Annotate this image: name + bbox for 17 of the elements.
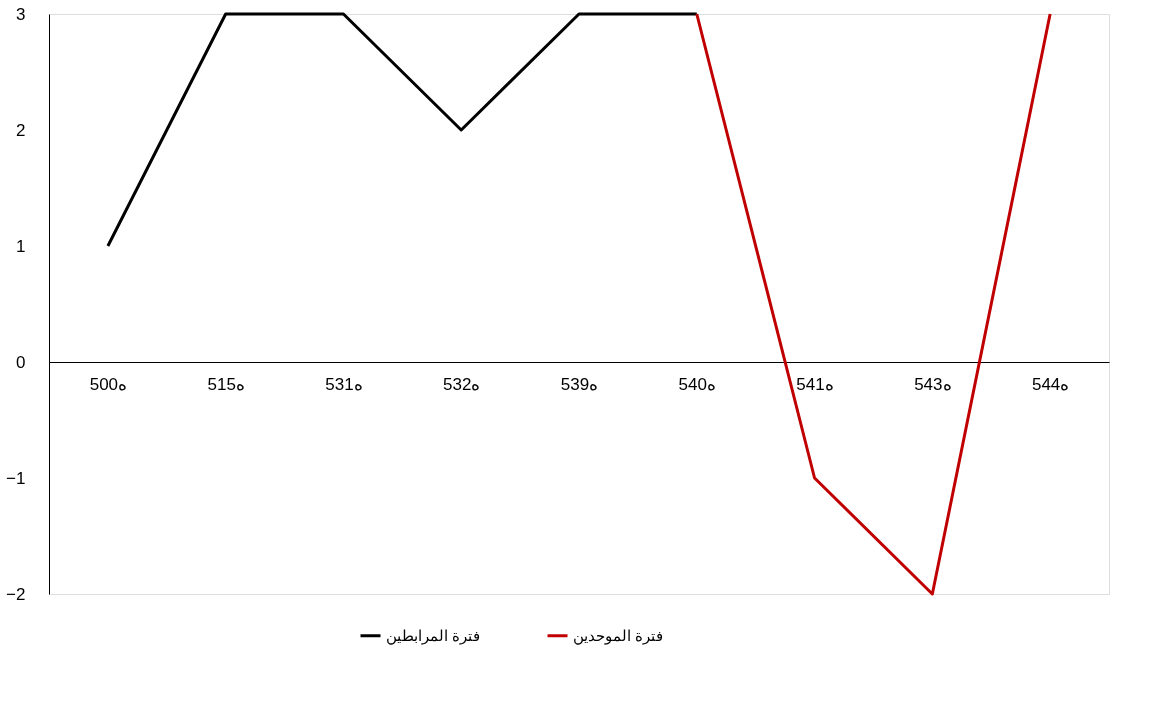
x-tick-label: 539ه <box>560 374 599 394</box>
y-tick-label: −2 <box>6 584 26 604</box>
y-tick-label: 2 <box>16 120 26 140</box>
y-tick-label: 1 <box>16 236 26 256</box>
x-tick-label: 540ه <box>678 374 716 394</box>
legend-label: فترة الموحدين <box>573 626 664 645</box>
x-tick-label: 500ه <box>89 374 128 394</box>
y-tick-label: 0 <box>16 352 26 372</box>
x-tick-label: 531ه <box>325 374 363 394</box>
x-tick-label: 515ه <box>207 374 245 394</box>
y-tick-label: −1 <box>6 468 26 488</box>
legend-label: فترة المرابطين <box>386 626 481 645</box>
x-tick-label: 541ه <box>796 374 834 394</box>
x-tick-label: 543ه <box>914 374 952 394</box>
y-tick-label: 3 <box>16 4 26 24</box>
x-tick-label: 544ه <box>1031 374 1070 394</box>
x-tick-label: 532ه <box>443 374 481 394</box>
